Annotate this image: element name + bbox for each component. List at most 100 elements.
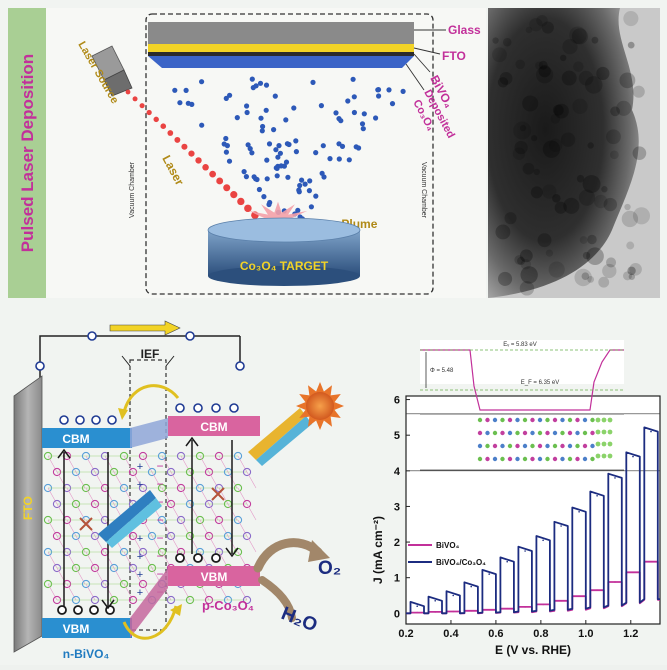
inset-atom xyxy=(515,443,520,449)
inset-atom xyxy=(500,430,505,436)
inset-atom xyxy=(485,430,490,436)
lattice-bond xyxy=(142,455,153,473)
particle xyxy=(249,150,255,156)
inset-atom xyxy=(530,456,535,462)
tem-grain xyxy=(548,261,565,278)
series-1-point xyxy=(650,430,652,433)
lattice-atom xyxy=(242,531,252,541)
lattice-bond xyxy=(104,455,115,473)
tem-grain xyxy=(541,21,554,34)
laser-pulse xyxy=(132,96,138,102)
inset-atom xyxy=(507,443,513,449)
tem-grain xyxy=(587,142,594,149)
lattice-bond xyxy=(237,487,248,505)
inset-atom xyxy=(530,443,535,449)
lattice-bond xyxy=(123,551,134,569)
laser-pulse xyxy=(160,123,167,130)
lattice-bond xyxy=(180,455,191,473)
water-arrow xyxy=(258,576,296,622)
inset-cocatalyst-atom xyxy=(601,453,607,459)
p-cbm-label: CBM xyxy=(200,420,227,434)
tem-grain xyxy=(519,281,535,296)
inset-atom xyxy=(590,456,595,462)
lattice-bond xyxy=(218,551,229,569)
hole-transfer-arrowhead xyxy=(170,604,182,616)
particle xyxy=(345,98,351,104)
tem-grain xyxy=(560,132,576,147)
lattice-bond xyxy=(218,583,229,601)
p-vbm-label: VBM xyxy=(201,570,228,584)
target-label: Co₃O₄ TARGET xyxy=(240,259,329,273)
particle xyxy=(259,128,265,134)
tem-grain xyxy=(601,186,608,193)
inset-atom xyxy=(492,456,498,462)
x-tick-label: 1.0 xyxy=(578,628,593,640)
lattice-bond xyxy=(66,519,77,537)
tem-grain xyxy=(529,17,543,32)
tem-grain xyxy=(537,233,552,248)
inset-cocatalyst-atom xyxy=(607,429,613,435)
bivo4-layer xyxy=(148,52,414,56)
tem-grain xyxy=(584,76,603,94)
particle xyxy=(336,156,342,162)
tem-grain xyxy=(627,41,635,49)
laser-pulse xyxy=(181,143,188,150)
series-0-point xyxy=(524,606,526,608)
lattice-atom xyxy=(242,499,252,509)
tem-grain xyxy=(579,236,588,244)
particle xyxy=(336,116,342,122)
lattice-bond xyxy=(218,455,229,473)
holes xyxy=(57,553,221,615)
series-1-point xyxy=(596,495,598,497)
series-1-point xyxy=(470,585,473,588)
tem-grain xyxy=(561,70,577,86)
tem-grain xyxy=(503,37,512,47)
particle xyxy=(267,199,273,206)
lattice-bond xyxy=(142,519,153,537)
lattice-bond xyxy=(66,551,77,569)
tem-grain xyxy=(536,66,554,84)
particle xyxy=(327,156,333,162)
vacuum-chamber-left-label: Vacuum Chamber xyxy=(129,161,136,218)
tem-grain xyxy=(587,276,595,283)
series-0-point xyxy=(632,571,634,574)
series-line-1 xyxy=(406,426,660,615)
lattice-bond xyxy=(161,455,172,473)
particle xyxy=(275,154,281,160)
particle xyxy=(356,145,362,151)
particle xyxy=(199,79,205,85)
lattice-bond xyxy=(66,455,77,473)
inset-atom xyxy=(567,430,573,436)
tem-grain xyxy=(606,129,621,145)
inset-potential-curve xyxy=(420,349,624,411)
lattice-bond xyxy=(47,487,58,505)
sun-disc xyxy=(306,392,334,420)
laser-pulse xyxy=(146,109,152,116)
particle xyxy=(318,103,324,109)
chart-series xyxy=(406,426,660,615)
series-1-point xyxy=(542,539,544,542)
co3o4-target xyxy=(207,217,361,286)
electrons xyxy=(59,403,239,425)
inset-atom xyxy=(552,456,558,462)
tem-grain xyxy=(610,106,621,117)
legend-label-bivo4-co3o4: BiVO₄/Co₃O₄ xyxy=(436,558,486,567)
inset-atom xyxy=(560,456,565,462)
plus-sign: + xyxy=(137,533,143,545)
particle xyxy=(361,111,367,117)
fto-label: FTO xyxy=(442,49,466,63)
tem-grain xyxy=(552,104,564,116)
lattice-atom xyxy=(233,451,243,461)
inset-atom xyxy=(560,430,565,436)
tem-grain xyxy=(519,249,533,263)
particle xyxy=(249,76,255,82)
inset-cocatalyst-atom xyxy=(607,417,613,423)
inset-atom xyxy=(552,417,558,423)
laser-pulse xyxy=(244,204,252,213)
oxidation-arrowhead xyxy=(308,540,330,562)
tem-grain xyxy=(560,54,567,62)
inset-cocatalyst-atom xyxy=(595,429,601,435)
cb-bending xyxy=(130,418,168,448)
inset-atom xyxy=(537,443,543,449)
tem-grain xyxy=(549,138,563,152)
